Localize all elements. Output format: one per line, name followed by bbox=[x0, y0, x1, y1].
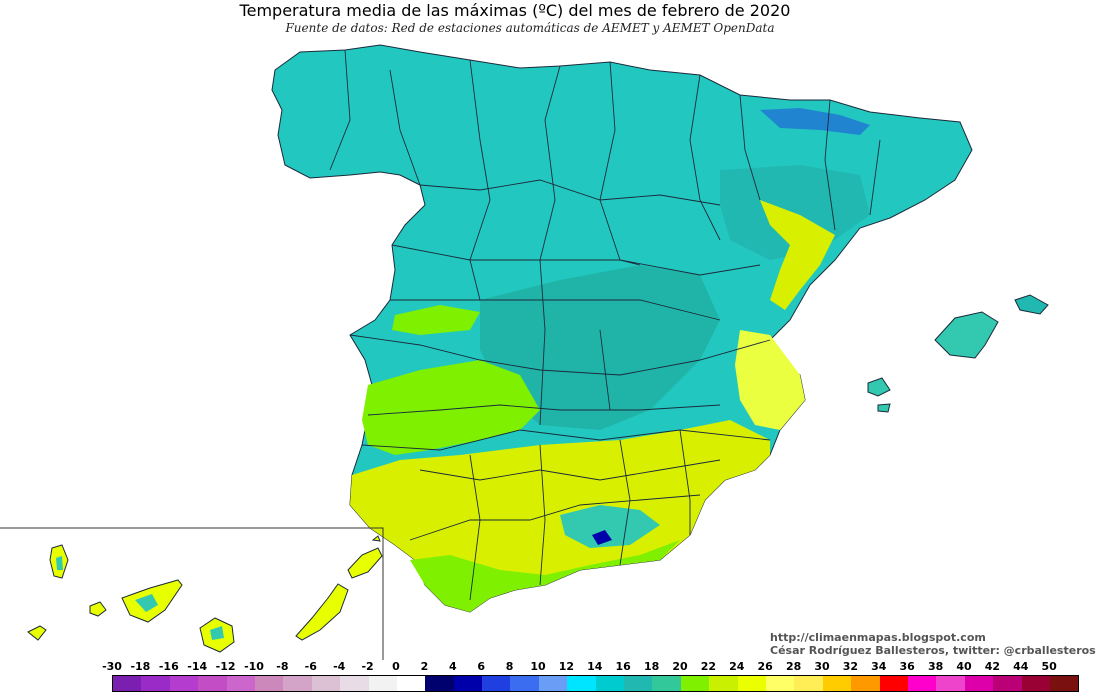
extremadura-zone bbox=[362, 360, 540, 455]
legend-swatch bbox=[652, 676, 681, 691]
legend-tick-label: 44 bbox=[1013, 660, 1029, 673]
legend-swatch bbox=[425, 676, 454, 691]
legend-swatch bbox=[993, 676, 1022, 691]
legend-tick-label: 6 bbox=[477, 660, 486, 673]
author-credit: César Rodríguez Ballesteros, twitter: @c… bbox=[770, 644, 1096, 657]
color-legend-bar bbox=[112, 675, 1080, 692]
legend-swatch bbox=[595, 676, 625, 691]
map-subtitle: Fuente de datos: Red de estaciones autom… bbox=[285, 21, 775, 35]
legend-swatch bbox=[482, 676, 511, 691]
levante-zone bbox=[735, 330, 805, 430]
la-graciosa-island bbox=[371, 535, 381, 542]
legend-swatch bbox=[1049, 676, 1079, 691]
province-boundaries bbox=[329, 49, 881, 601]
legend-tick-label: -14 bbox=[187, 660, 208, 673]
legend-tick-label: 10 bbox=[530, 660, 546, 673]
pyrenees-cold-zone bbox=[760, 108, 870, 135]
legend-swatch bbox=[680, 676, 710, 691]
legend-tick-label: 4 bbox=[448, 660, 457, 673]
legend-tick-label: 20 bbox=[672, 660, 688, 673]
legend-tick-label: 38 bbox=[927, 660, 944, 673]
legend-tick-label: 42 bbox=[984, 660, 1001, 673]
legend-tick-label: 18 bbox=[643, 660, 660, 673]
lanzarote-island bbox=[347, 547, 383, 579]
legend-tick-label: -18 bbox=[130, 660, 151, 673]
legend-swatch bbox=[964, 676, 994, 691]
legend-swatch bbox=[907, 676, 937, 691]
el-hierro-island bbox=[27, 625, 47, 641]
legend-tick-label: 14 bbox=[587, 660, 603, 673]
legend-tick-label: 22 bbox=[700, 660, 717, 673]
legend-swatch bbox=[396, 676, 426, 691]
legend-swatch bbox=[794, 676, 823, 691]
legend-swatch bbox=[822, 676, 852, 691]
andalucia-coast-green bbox=[410, 540, 680, 612]
ibiza-island bbox=[867, 377, 891, 397]
legend-swatch bbox=[311, 676, 341, 691]
canary-islands bbox=[27, 535, 383, 653]
legend-swatch bbox=[624, 676, 653, 691]
la-gomera-island bbox=[89, 601, 107, 617]
legend-swatch bbox=[709, 676, 738, 691]
legend-swatch bbox=[936, 676, 965, 691]
legend-swatch bbox=[737, 676, 766, 691]
legend-tick-label: 30 bbox=[814, 660, 830, 673]
menorca-island bbox=[1014, 294, 1049, 315]
legend-swatch bbox=[368, 676, 397, 691]
legend-swatch bbox=[510, 676, 539, 691]
legend-tick-label: -30 bbox=[102, 660, 122, 673]
legend-swatch bbox=[1021, 676, 1050, 691]
legend-tick-label: 28 bbox=[785, 660, 802, 673]
sierra-nevada-zone bbox=[560, 505, 660, 548]
legend-tick-label: 34 bbox=[871, 660, 887, 673]
legend-tick-label: -8 bbox=[276, 660, 289, 673]
legend-swatch bbox=[765, 676, 795, 691]
legend-tick-label: 12 bbox=[558, 660, 575, 673]
legend-swatch bbox=[226, 676, 255, 691]
legend-tick-label: 26 bbox=[757, 660, 773, 673]
legend-swatch bbox=[169, 676, 199, 691]
legend-tick-labels: -30 -18 -16 -14 -12 -10 -8 -6 -4 -2 0 2 4 6 8 10 12 14 16 1… bbox=[0, 660, 1098, 674]
legend-tick-label: -10 bbox=[244, 660, 264, 673]
legend-tick-label: 36 bbox=[899, 660, 915, 673]
legend-tick-label: 16 bbox=[615, 660, 631, 673]
catalonia-coast-zone bbox=[760, 200, 835, 310]
legend-tick-label: -6 bbox=[304, 660, 317, 673]
legend-swatch bbox=[198, 676, 227, 691]
legend-swatch bbox=[567, 676, 596, 691]
central-plateau-zone bbox=[480, 265, 720, 430]
legend-tick-label: -12 bbox=[215, 660, 236, 673]
website-credit: http://climaenmapas.blogspot.com bbox=[770, 631, 986, 644]
legend-swatch bbox=[141, 676, 170, 691]
legend-tick-label: -4 bbox=[333, 660, 346, 673]
legend-swatch bbox=[113, 676, 142, 691]
legend-tick-label: 32 bbox=[842, 660, 859, 673]
mallorca-island bbox=[934, 311, 999, 359]
legend-swatch bbox=[453, 676, 483, 691]
tajo-green-zone bbox=[392, 305, 480, 335]
legend-swatch bbox=[851, 676, 880, 691]
formentera-island bbox=[877, 403, 891, 413]
legend-tick-label: 2 bbox=[420, 660, 429, 673]
legend-tick-label: 24 bbox=[729, 660, 745, 673]
legend-tick-label: -2 bbox=[361, 660, 374, 673]
legend-tick-label: 0 bbox=[392, 660, 400, 673]
fuerteventura-island bbox=[295, 583, 349, 641]
sierra-nevada-peak bbox=[592, 530, 612, 545]
legend-tick-label: 8 bbox=[505, 660, 514, 673]
legend-swatch bbox=[879, 676, 908, 691]
legend-swatch bbox=[254, 676, 284, 691]
legend-swatch bbox=[538, 676, 568, 691]
legend-tick-label: 40 bbox=[956, 660, 972, 673]
map-title: Temperatura media de las máximas (ºC) de… bbox=[239, 1, 791, 20]
legend-tick-label: -16 bbox=[158, 660, 179, 673]
legend-tick-label: 50 bbox=[1041, 660, 1057, 673]
legend-swatch bbox=[283, 676, 312, 691]
canarias-inset-frame bbox=[0, 527, 384, 660]
legend-swatch bbox=[340, 676, 369, 691]
